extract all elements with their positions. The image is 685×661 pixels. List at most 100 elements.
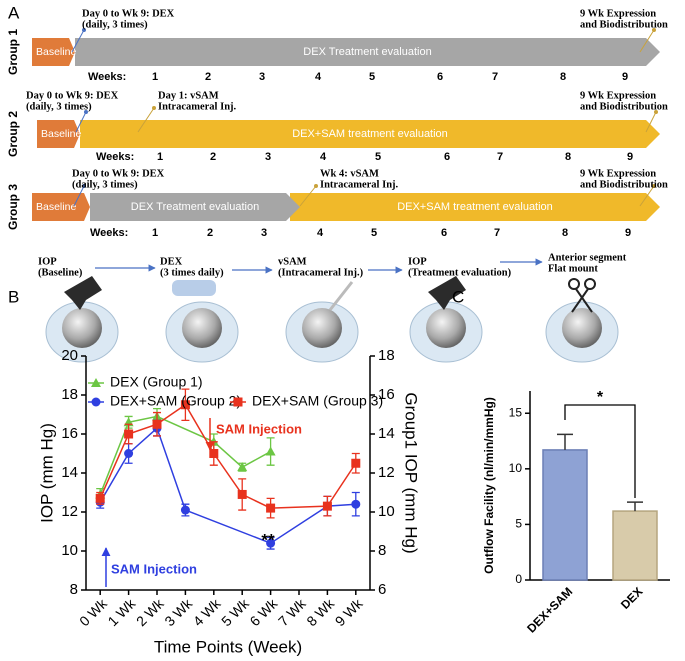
y2-tick-label: 6 [378, 581, 386, 598]
timeline-phase: DEX Treatment evaluation [303, 46, 431, 58]
workflow-step: (Treatment evaluation) [408, 267, 512, 278]
weeks-label: Weeks: [96, 151, 134, 163]
week-label: 3 [259, 71, 265, 83]
timeline-phase: DEX+SAM treatment evaluation [292, 128, 448, 140]
note-pin [645, 111, 657, 133]
scissors-ring [584, 278, 596, 290]
annotation: SAM Injection [111, 561, 197, 576]
timeline-note: Day 0 to Wk 9: DEX [82, 8, 175, 19]
workflow-step: Flat mount [548, 263, 598, 274]
workflow-step: (Baseline) [38, 267, 83, 278]
eye-lens [426, 308, 466, 348]
timeline-note: and Biodistribution [580, 179, 668, 190]
week-label: 1 [152, 227, 158, 239]
panel-label: B [8, 287, 19, 306]
note-pin [299, 185, 317, 207]
week-label: 6 [441, 227, 447, 239]
y2-tick-label: 10 [378, 503, 395, 520]
data-point [266, 538, 276, 548]
week-label: 1 [152, 71, 158, 83]
x-axis-label: Time Points (Week) [154, 637, 302, 656]
y-tick-label: 18 [61, 386, 78, 403]
tonometer [64, 276, 102, 310]
syringe [328, 281, 354, 311]
note-pin-head [82, 184, 86, 188]
annotation: ** [261, 530, 275, 549]
panel-label: C [452, 287, 464, 306]
eye-lens [302, 308, 342, 348]
week-label: 5 [369, 71, 375, 83]
legend-marker [91, 397, 101, 407]
timeline-phase: DEX+SAM treatment evaluation [397, 201, 553, 213]
error-bar [627, 501, 643, 512]
panel-label: A [8, 3, 20, 22]
workflow-step: IOP [408, 256, 427, 267]
y-tick-label: 16 [61, 425, 78, 442]
legend-marker [233, 397, 243, 407]
significance-bracket [564, 404, 636, 498]
note-pin-head [152, 106, 156, 110]
week-label: 8 [562, 227, 568, 239]
timeline-arrow [290, 193, 660, 221]
week-label: 7 [497, 151, 503, 163]
note-pin [75, 111, 87, 133]
note-pin-head [652, 184, 656, 188]
legend-label: DEX+SAM (Group 2) [110, 393, 241, 409]
note-pin [71, 29, 85, 53]
y-tick-label: 12 [61, 503, 78, 520]
data-point [265, 446, 276, 456]
data-point [322, 501, 332, 511]
week-label: 7 [492, 71, 498, 83]
bar [612, 510, 658, 581]
note-pin-head [82, 28, 86, 32]
data-point [124, 449, 134, 458]
eye-lens [182, 308, 222, 348]
week-label: 6 [437, 71, 443, 83]
timeline-note: Intracameral Inj. [320, 179, 399, 190]
group-label: Group 2 [6, 111, 20, 157]
data-point [237, 462, 248, 472]
legend-label: DEX+SAM (Group 3) [252, 393, 383, 409]
workflow-step: (3 times daily) [160, 267, 224, 278]
baseline-label: Baseline [36, 46, 76, 58]
data-point [95, 493, 105, 503]
y-tick-label: 10 [61, 542, 78, 559]
note-pin [639, 185, 655, 207]
week-label: 2 [205, 71, 211, 83]
workflow-step: (Intracameral Inj.) [278, 267, 364, 278]
baseline-label: Baseline [41, 128, 81, 140]
timeline-arrow [75, 38, 660, 66]
data-point [351, 499, 361, 509]
timeline-note: Day 0 to Wk 9: DEX [72, 168, 165, 179]
baseline-box [32, 193, 90, 221]
week-label: 4 [317, 227, 324, 239]
y-tick-label: 10 [509, 461, 523, 475]
week-label: 8 [560, 71, 566, 83]
timeline-note: 9 Wk Expression [580, 8, 656, 19]
week-label: 2 [207, 227, 213, 239]
y2-tick-label: 14 [378, 425, 395, 442]
y-axis-label: IOP (mm Hg) [37, 423, 56, 523]
week-label: 6 [444, 151, 450, 163]
note-pin [639, 29, 655, 53]
data-point [237, 489, 247, 499]
timeline-note: Wk 4: vSAM [320, 168, 379, 179]
timeline-note: and Biodistribution [580, 101, 668, 112]
significance-mark: * [597, 389, 604, 406]
y2-tick-label: 18 [378, 347, 395, 364]
week-label: 9 [622, 71, 628, 83]
week-label: 7 [494, 227, 500, 239]
note-pin [73, 185, 85, 207]
timeline-arrow [90, 193, 300, 221]
workflow-step: Anterior segment [548, 252, 627, 263]
weeks-label: Weeks: [88, 71, 126, 83]
week-label: 5 [371, 227, 377, 239]
timeline-note: and Biodistribution [580, 19, 668, 30]
week-label: 5 [375, 151, 381, 163]
baseline-box [37, 120, 80, 148]
data-point [209, 449, 219, 458]
data-point [152, 419, 162, 429]
week-label: 2 [210, 151, 216, 163]
timeline-arrow [80, 120, 660, 148]
